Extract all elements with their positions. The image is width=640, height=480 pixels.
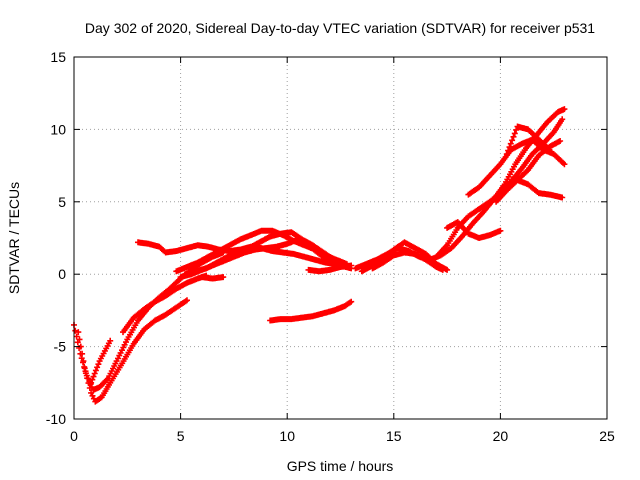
data-series-points (444, 219, 504, 241)
x-tick-label: 15 (386, 428, 402, 444)
data-series-points (267, 298, 355, 324)
x-tick-label: 0 (70, 428, 78, 444)
data-series-points (177, 236, 355, 281)
y-tick-label: 15 (50, 49, 66, 65)
x-tick-label: 10 (279, 428, 295, 444)
data-layer (71, 106, 568, 405)
data-series-points (88, 337, 114, 386)
plot-frame (73, 56, 608, 420)
x-tick-label: 25 (599, 428, 615, 444)
data-series-points (198, 274, 227, 282)
data-series-points (433, 116, 566, 260)
data-series-points (503, 123, 553, 157)
y-tick-label: 10 (50, 121, 66, 137)
y-tick-label: 5 (58, 194, 66, 210)
x-tick-label: 20 (493, 428, 509, 444)
x-axis-label: GPS time / hours (287, 458, 394, 474)
y-axis-label: SDTVAR / TECUs (6, 182, 22, 294)
data-series-points (305, 262, 355, 275)
data-series-points (369, 249, 446, 273)
tick-layer: 0 5 10 15 20 25 -10 -5 0 5 10 15 (46, 49, 615, 444)
y-tick-label: -10 (46, 411, 66, 427)
data-series-points (75, 297, 190, 405)
x-tick-label: 5 (177, 428, 185, 444)
data-series-points (120, 272, 210, 336)
y-tick-label: 0 (58, 266, 66, 282)
chart-title: Day 302 of 2020, Sidereal Day-to-day VTE… (85, 20, 595, 36)
y-tick-label: -5 (54, 339, 67, 355)
